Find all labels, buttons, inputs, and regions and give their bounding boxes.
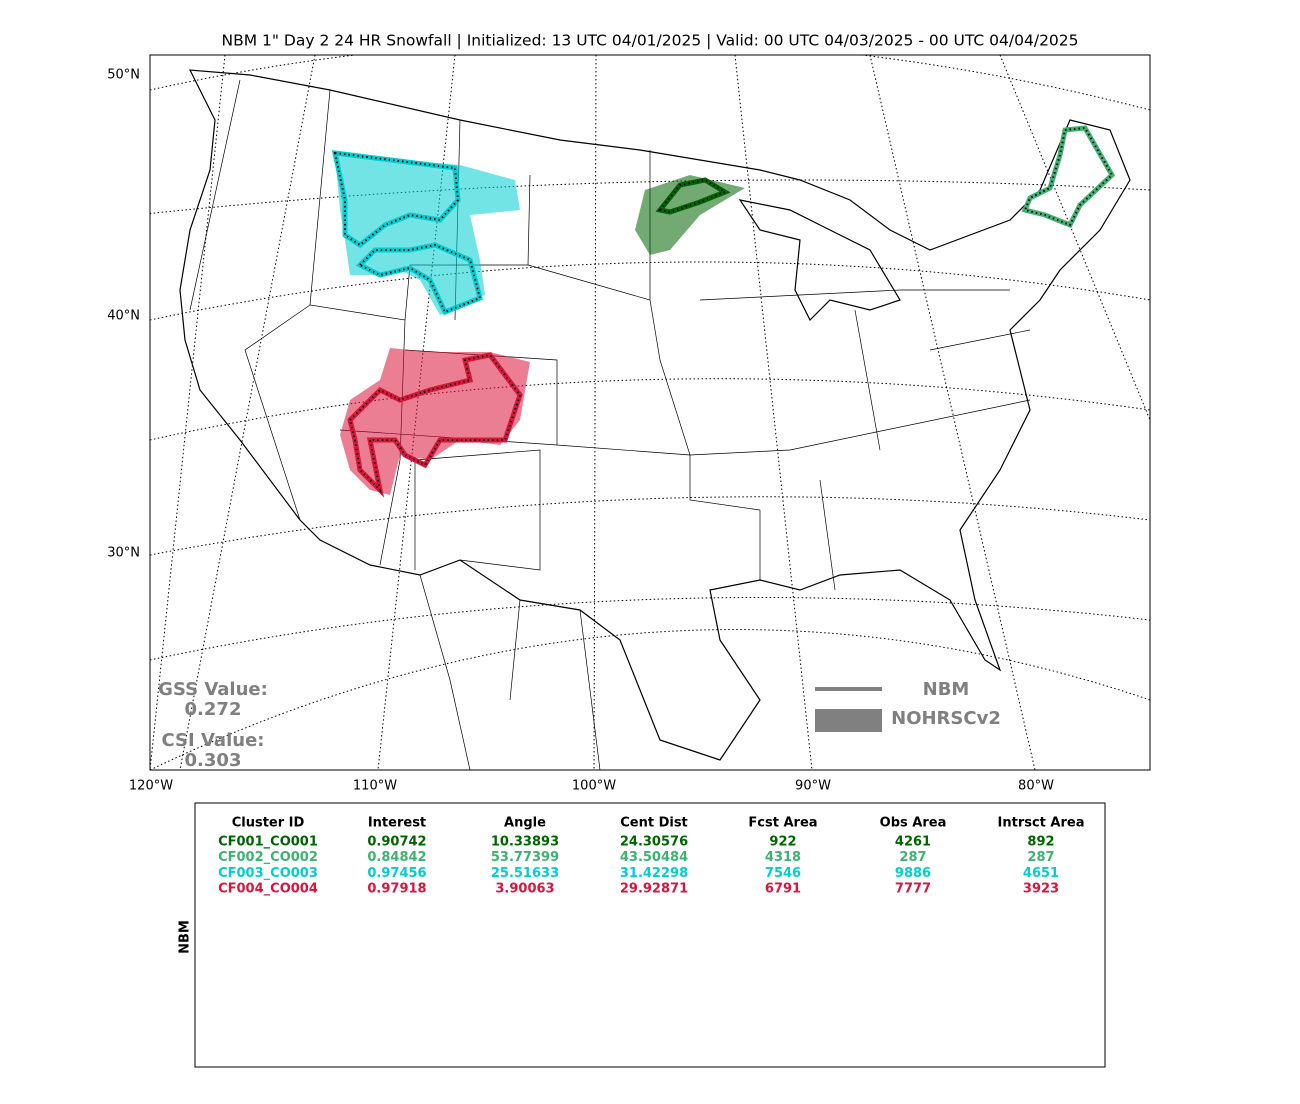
column-header: Angle (504, 816, 546, 831)
table-cell: 287 (899, 850, 926, 865)
table-cell: 892 (1027, 835, 1054, 850)
coastline (179, 69, 1131, 761)
table-cell: 0.97918 (367, 882, 426, 897)
csi-label: CSI Value: (162, 730, 265, 751)
column-header: Cluster ID (232, 816, 305, 831)
table-cell: 0.97456 (367, 866, 426, 881)
table-cell: 31.42298 (620, 866, 688, 881)
title: NBM 1" Day 2 24 HR Snowfall | Initialize… (221, 32, 1078, 50)
lat-label: 40°N (107, 309, 140, 324)
table-cell: 0.84842 (367, 850, 426, 865)
cluster-cf002 (1021, 125, 1116, 229)
lon-label: 80°W (1018, 779, 1054, 794)
cluster-cf001 (635, 175, 745, 255)
column-header: Intrsct Area (998, 816, 1085, 831)
table-cell: 29.92871 (620, 882, 688, 897)
table-cell: 4318 (765, 850, 801, 865)
table-cell: CF004_CO004 (218, 882, 318, 897)
cluster-cf004 (340, 348, 530, 498)
table-cell: 4261 (895, 835, 931, 850)
table-cell: 3923 (1023, 882, 1059, 897)
lon-label: 100°W (572, 779, 616, 794)
lat-label: 30°N (107, 546, 140, 561)
table-cell: 0.90742 (367, 835, 426, 850)
table-side-label: NBM (178, 920, 193, 954)
gss-label: GSS Value: (158, 679, 268, 700)
legend-label: NOHRSCv2 (891, 708, 1001, 729)
legend-area (815, 709, 882, 732)
table-frame (194, 802, 1106, 1068)
table-cell: 25.51633 (491, 866, 559, 881)
table: NBM Cluster ID Interest Angle Cent Dist Fcst… (178, 802, 1106, 1068)
table-cell: 43.50484 (620, 850, 688, 865)
table-cell: 922 (769, 835, 796, 850)
table-cell: 53.77399 (491, 850, 559, 865)
cluster-cf003 (331, 150, 520, 316)
table-cell: 6791 (765, 882, 801, 897)
lon-label: 90°W (795, 779, 831, 794)
map: 50°N 40°N 30°N 120°W 110°W 100°W 90°W 80… (107, 54, 1151, 794)
table-cell: CF003_CO003 (218, 866, 318, 881)
table-cell: CF002_CO002 (218, 850, 318, 865)
table-cell: 3.90063 (495, 882, 554, 897)
great-lakes (738, 199, 901, 322)
lon-label: 120°W (129, 779, 173, 794)
mexico-borders (419, 574, 601, 770)
table-cell: 287 (1027, 850, 1054, 865)
legend: NBM NOHRSCv2 (815, 679, 1001, 732)
table-cell: 7777 (895, 882, 931, 897)
table-cell: 4651 (1023, 866, 1059, 881)
column-header: Obs Area (880, 816, 947, 831)
column-header: Interest (368, 816, 426, 831)
lat-label: 50°N (107, 68, 140, 83)
column-header: Cent Dist (620, 816, 688, 831)
table-cell: 7546 (765, 866, 801, 881)
table-cell: CF001_CO001 (218, 835, 318, 850)
table-cell: 9886 (895, 866, 931, 881)
table-cell: 10.33893 (491, 835, 559, 850)
gss-value: 0.272 (185, 699, 242, 720)
column-header: Fcst Area (748, 816, 817, 831)
table-cell: 24.30576 (620, 835, 688, 850)
lon-label: 110°W (353, 779, 397, 794)
legend-label: NBM (923, 679, 970, 700)
csi-value: 0.303 (185, 750, 242, 771)
